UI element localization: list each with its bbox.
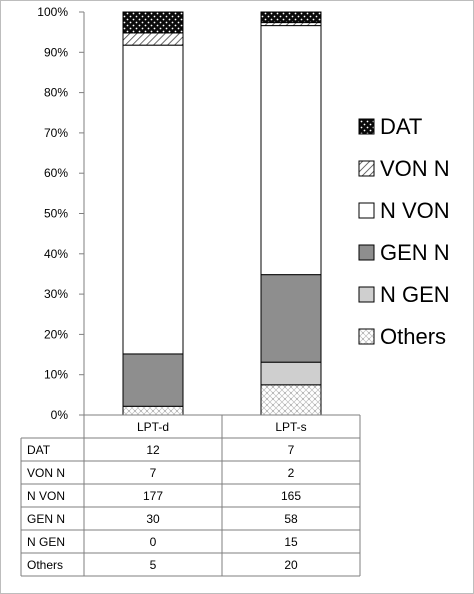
bar-segment-gen-n-lpt-d [122, 353, 184, 407]
table-row-label-n-gen: N GEN [27, 535, 65, 549]
legend-swatch-gen-n [358, 244, 375, 261]
table-cell-n-gen-lpt-s: 15 [284, 535, 298, 549]
legend-swatch-n-gen [358, 286, 375, 303]
table-row-label-others: Others [27, 558, 63, 572]
table-cell-n-von-lpt-s: 165 [281, 489, 301, 503]
legend-swatch-von-n [358, 160, 375, 177]
table-row-label-von-n: VON N [27, 466, 65, 480]
y-tick-label: 0% [51, 408, 69, 422]
bar-segment-others-lpt-s [260, 384, 322, 416]
bars [122, 11, 322, 416]
data-table: LPT-d LPT-s DAT 12 7 VON N 7 2 N VON 177 165 GEN N 3… [20, 414, 361, 577]
table-header-lpt-s: LPT-s [275, 420, 306, 434]
y-tick-label: 70% [44, 126, 68, 140]
bar-segment-gen-n-lpt-s [260, 274, 322, 363]
table-cell-dat-lpt-s: 7 [288, 443, 295, 457]
table-cell-others-lpt-d: 5 [150, 558, 157, 572]
y-tick-label: 100% [37, 5, 68, 19]
legend-swatch-dat [358, 118, 375, 135]
table-cell-n-von-lpt-d: 177 [143, 489, 163, 503]
table-cell-gen-n-lpt-s: 58 [284, 512, 298, 526]
legend-label-n-von: N VON [380, 198, 450, 223]
y-tick-label: 40% [44, 247, 68, 261]
table-cell-von-n-lpt-d: 7 [150, 466, 157, 480]
legend-swatch-n-von [358, 202, 375, 219]
table-cell-dat-lpt-d: 12 [146, 443, 160, 457]
bar-segment-von-n-lpt-d [122, 32, 184, 46]
legend-label-others: Others [380, 324, 446, 349]
y-axis: 0% 10% 20% 30% 40% 50% 60% 70% 80% 90% 100% [37, 5, 85, 422]
table-row-label-gen-n: GEN N [27, 512, 65, 526]
table-cell-others-lpt-s: 20 [284, 558, 298, 572]
legend-swatch-others [358, 328, 375, 345]
y-tick-label: 10% [44, 368, 68, 382]
table-cell-gen-n-lpt-d: 30 [146, 512, 160, 526]
table-row-label-n-von: N VON [27, 489, 65, 503]
legend-label-gen-n: GEN N [380, 240, 450, 265]
y-tick-label: 90% [44, 45, 68, 59]
y-tick-label: 20% [44, 327, 68, 341]
legend-label-dat: DAT [380, 114, 422, 139]
table-row-label-dat: DAT [27, 443, 51, 457]
bar-segment-dat-lpt-d [122, 11, 184, 34]
y-tick-label: 80% [44, 86, 68, 100]
y-tick-label: 30% [44, 287, 68, 301]
legend: DAT VON N N VON GEN N N GEN Others [358, 114, 450, 349]
y-tick-label: 50% [44, 207, 68, 221]
legend-label-n-gen: N GEN [380, 282, 450, 307]
bar-segment-n-gen-lpt-s [260, 361, 322, 386]
table-header-lpt-d: LPT-d [137, 420, 169, 434]
legend-label-von-n: VON N [380, 156, 450, 181]
bar-segment-n-von-lpt-s [260, 25, 322, 276]
table-cell-n-gen-lpt-d: 0 [150, 535, 157, 549]
bar-segment-dat-lpt-s [260, 11, 322, 24]
bar-segment-others-lpt-d [122, 405, 184, 416]
table-cell-von-n-lpt-s: 2 [288, 466, 295, 480]
y-tick-label: 60% [44, 166, 68, 180]
bar-segment-n-von-lpt-d [122, 44, 184, 355]
